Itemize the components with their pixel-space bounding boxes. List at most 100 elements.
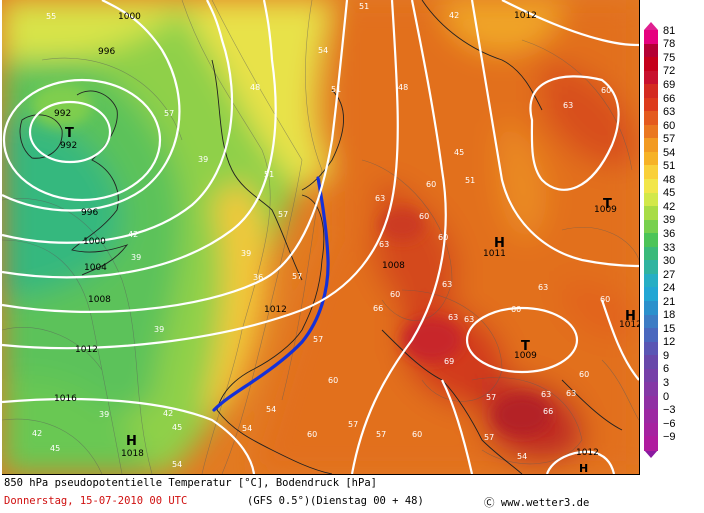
isobars bbox=[2, 0, 639, 474]
legend-swatch bbox=[644, 395, 658, 410]
legend-swatch bbox=[644, 341, 658, 356]
caption-info-line: Donnerstag, 15-07-2010 00 UTC (GFS 0.5°)… bbox=[4, 495, 634, 509]
theta-label: 63 bbox=[541, 390, 551, 399]
caption-date: Donnerstag, 15-07-2010 00 UTC bbox=[4, 495, 188, 507]
legend-label: 78 bbox=[663, 38, 676, 51]
theta-label: 60 bbox=[412, 430, 422, 439]
isobar-1009-ring bbox=[465, 306, 579, 374]
theta-label: 57 bbox=[348, 420, 358, 429]
legend-swatch bbox=[644, 382, 658, 397]
caption-run: (Dienstag 00 + 48) bbox=[310, 495, 424, 507]
legend-label: 51 bbox=[663, 160, 676, 173]
legend-swatch bbox=[644, 219, 658, 234]
legend-swatch bbox=[644, 273, 658, 288]
legend-label: 30 bbox=[663, 255, 676, 268]
theta-label: 60 bbox=[307, 430, 317, 439]
theta-label: 60 bbox=[328, 376, 338, 385]
legend-swatch bbox=[644, 57, 658, 72]
legend-swatch bbox=[644, 165, 658, 180]
theta-label: 39 bbox=[131, 253, 141, 262]
legend-swatch bbox=[644, 206, 658, 221]
theta-label: 54 bbox=[266, 405, 276, 414]
legend-label: 18 bbox=[663, 309, 676, 322]
theta-label: 54 bbox=[172, 460, 182, 469]
legend-label: 21 bbox=[663, 295, 676, 308]
legend-label: 69 bbox=[663, 78, 676, 91]
legend-swatch bbox=[644, 179, 658, 194]
coastlines bbox=[19, 0, 623, 474]
theta-label: 39 bbox=[99, 410, 109, 419]
pressure-label: 1000 bbox=[118, 12, 141, 22]
pressure-label: 1012 bbox=[514, 11, 537, 21]
legend-swatch bbox=[644, 246, 658, 261]
theta-label: 63 bbox=[448, 313, 458, 322]
theta-label: 57 bbox=[164, 109, 174, 118]
high-marker: H bbox=[579, 462, 588, 474]
legend-label: 66 bbox=[663, 92, 676, 105]
pressure-label: 1004 bbox=[84, 263, 107, 273]
pressure-label: 1012 bbox=[75, 345, 98, 355]
theta-label: 66 bbox=[543, 407, 553, 416]
theta-label: 54 bbox=[242, 424, 252, 433]
low-marker: T bbox=[521, 339, 530, 354]
theta-label: 57 bbox=[278, 210, 288, 219]
theta-label: 36 bbox=[253, 273, 263, 282]
theta-label: 60 bbox=[601, 86, 611, 95]
theta-label: 66 bbox=[373, 304, 383, 313]
theta-label: 45 bbox=[454, 148, 464, 157]
map-panel: 1000 996 992 996 1000 1004 1008 1012 101… bbox=[2, 0, 640, 475]
caption-title: 850 hPa pseudopotentielle Temperatur [°C… bbox=[4, 477, 377, 489]
isobar-992-ring bbox=[28, 100, 112, 164]
theta-label: 42 bbox=[128, 230, 138, 239]
theta-label: 60 bbox=[438, 233, 448, 242]
theta-label: 48 bbox=[398, 83, 408, 92]
legend-swatch bbox=[644, 314, 658, 329]
legend-swatch bbox=[644, 151, 658, 167]
legend-label: 45 bbox=[663, 187, 676, 200]
legend-label: 81 bbox=[663, 24, 676, 37]
legend-swatch bbox=[644, 30, 658, 45]
theta-label: 63 bbox=[563, 101, 573, 110]
legend-swatch bbox=[644, 287, 658, 302]
legend-swatch bbox=[644, 43, 658, 58]
legend-swatch bbox=[644, 111, 658, 126]
legend-swatch bbox=[644, 368, 658, 383]
theta-maxima bbox=[32, 83, 550, 435]
legend-label: 6 bbox=[663, 363, 670, 376]
pressure-label: 1000 bbox=[83, 237, 106, 247]
theta-label: 54 bbox=[318, 46, 328, 55]
map-canvas: 1000 996 992 996 1000 1004 1008 1012 101… bbox=[2, 0, 639, 474]
theta-label: 51 bbox=[331, 85, 341, 94]
theta-label: 57 bbox=[313, 335, 323, 344]
low-marker: T bbox=[65, 126, 74, 141]
legend-arrow-bottom bbox=[644, 450, 658, 458]
theta-label: 60 bbox=[511, 305, 521, 314]
theta-label: 57 bbox=[376, 430, 386, 439]
low-value: 992 bbox=[60, 141, 77, 151]
theta-label: 63 bbox=[379, 240, 389, 249]
pressure-centers: T 992 H 1018 H T 1009 T H 1012 H bbox=[60, 126, 639, 474]
theta-label: 55 bbox=[46, 12, 56, 21]
pressure-label: 1012 bbox=[264, 305, 287, 315]
high-marker: H bbox=[494, 236, 505, 251]
theta-label: 54 bbox=[517, 452, 527, 461]
theta-label: 48 bbox=[250, 83, 260, 92]
high-marker: H bbox=[625, 309, 636, 324]
legend-label: 63 bbox=[663, 106, 676, 119]
theta-label: 42 bbox=[163, 409, 173, 418]
legend-label: 12 bbox=[663, 336, 676, 349]
legend-label: 60 bbox=[663, 119, 676, 132]
theta-label: 63 bbox=[464, 315, 474, 324]
legend-label: 42 bbox=[663, 200, 676, 213]
theta-label: 39 bbox=[154, 325, 164, 334]
pressure-label: 1008 bbox=[382, 261, 405, 271]
theta-contours bbox=[2, 0, 639, 474]
front-line bbox=[212, 176, 330, 412]
legend-swatch bbox=[644, 300, 658, 316]
theta-label: 42 bbox=[32, 429, 42, 438]
theta-label: 39 bbox=[241, 249, 251, 258]
pressure-label: 996 bbox=[81, 208, 98, 218]
legend-label: 24 bbox=[663, 282, 676, 295]
isobar-996-ring bbox=[2, 78, 162, 202]
